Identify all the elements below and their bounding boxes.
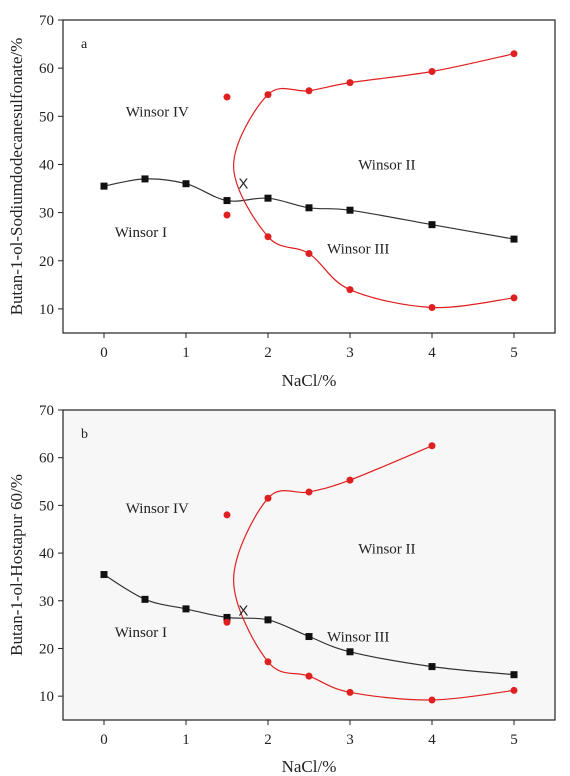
plait-point-mark: X — [238, 602, 248, 619]
y-tick-label: 70 — [39, 13, 54, 29]
data-point-square — [264, 194, 272, 202]
plot-area — [62, 409, 556, 721]
region-label: Winsor I — [115, 625, 167, 641]
data-point-square — [510, 671, 518, 679]
data-point-lower — [428, 696, 436, 704]
data-point-lower — [510, 686, 518, 694]
y-tick-label: 30 — [39, 206, 54, 222]
data-point-lower — [264, 233, 272, 241]
data-point-lower — [346, 688, 354, 696]
plait-point-mark: X — [238, 176, 248, 193]
data-point-square — [182, 180, 190, 188]
x-tick-label: 2 — [264, 345, 272, 361]
data-point-square — [305, 204, 313, 212]
x-tick-label: 3 — [346, 345, 354, 361]
region-label: Winsor II — [358, 157, 415, 173]
y-tick-label: 50 — [39, 109, 54, 125]
data-point-upper — [264, 91, 272, 99]
data-point-upper — [346, 79, 354, 87]
data-point-square — [346, 648, 354, 656]
series-line-black — [103, 573, 515, 676]
x-tick-label: 4 — [428, 345, 436, 361]
y-tick-label: 40 — [39, 157, 54, 173]
data-point-square — [305, 633, 313, 641]
data-point-upper — [428, 442, 436, 450]
x-tick-label: 5 — [510, 345, 518, 361]
chart-panel-b: 10 20 30 40 50 60 70 0 1 2 3 4 5 NaCl/% Butan-1-ol-Hos… — [7, 403, 556, 776]
y-tick-label: 30 — [39, 594, 54, 610]
y-tick-label: 40 — [39, 546, 54, 562]
series-line-red — [232, 53, 515, 309]
x-tick-label: 0 — [100, 732, 108, 748]
data-point-square — [264, 616, 272, 624]
x-axis-title: NaCl/% — [282, 371, 337, 390]
data-point-square — [223, 197, 231, 205]
data-point-upper — [305, 87, 313, 95]
x-tick-label: 0 — [100, 345, 108, 361]
region-label: Winsor IV — [126, 501, 189, 517]
y-tick-label: 50 — [39, 498, 54, 514]
y-axis-title: Butan-1-ol-Hostapur 60/% — [7, 474, 26, 656]
data-point-upper — [223, 511, 231, 519]
data-point-upper — [346, 476, 354, 484]
data-point-lower — [305, 672, 313, 680]
data-point-square — [141, 175, 149, 183]
panel-letter: b — [81, 427, 88, 442]
series-line-red — [232, 445, 515, 701]
data-point-square — [428, 221, 436, 229]
y-axis-title: Butan-1-ol-Sodiumdodecanesulfonate/% — [7, 38, 26, 316]
data-point-lower — [223, 211, 231, 219]
data-point-square — [510, 235, 518, 243]
x-tick-label: 3 — [346, 732, 354, 748]
data-point-lower — [510, 294, 518, 302]
data-point-lower — [305, 250, 313, 258]
data-point-lower — [346, 286, 354, 294]
chart-panel-a: 10 20 30 40 50 60 70 0 1 2 3 4 5 NaCl/% Butan-1-ol-Sod… — [7, 13, 556, 390]
data-point-lower — [264, 658, 272, 666]
x-axis-title: NaCl/% — [282, 757, 337, 776]
plot-area — [62, 19, 556, 334]
y-tick-label: 60 — [39, 451, 54, 467]
data-point-square — [100, 571, 108, 579]
data-point-upper — [264, 494, 272, 502]
x-tick-label: 4 — [428, 732, 436, 748]
x-tick-label: 1 — [182, 345, 190, 361]
x-tick-label: 1 — [182, 732, 190, 748]
region-label: Winsor IV — [126, 104, 189, 120]
y-tick-label: 10 — [39, 689, 54, 705]
region-label: Winsor I — [115, 225, 167, 241]
panel-letter: a — [81, 37, 88, 52]
data-point-upper — [510, 50, 518, 58]
data-point-square — [182, 605, 190, 613]
data-point-upper — [305, 488, 313, 496]
y-tick-label: 60 — [39, 61, 54, 77]
data-point-lower — [223, 618, 231, 626]
region-label: Winsor III — [327, 242, 389, 258]
y-tick-label: 70 — [39, 403, 54, 419]
data-point-square — [223, 613, 231, 621]
data-point-square — [428, 663, 436, 671]
region-label: Winsor II — [358, 541, 415, 557]
y-tick-label: 20 — [39, 254, 54, 270]
data-point-square — [346, 206, 354, 214]
series-line-black — [103, 178, 515, 240]
x-tick-label: 2 — [264, 732, 272, 748]
y-tick-label: 10 — [39, 302, 54, 318]
y-tick-label: 20 — [39, 641, 54, 657]
data-point-upper — [223, 93, 231, 101]
data-point-lower — [428, 303, 436, 311]
data-point-square — [141, 595, 149, 603]
region-label: Winsor III — [327, 630, 389, 646]
x-tick-label: 5 — [510, 732, 518, 748]
data-point-square — [100, 182, 108, 190]
data-point-upper — [428, 68, 436, 76]
